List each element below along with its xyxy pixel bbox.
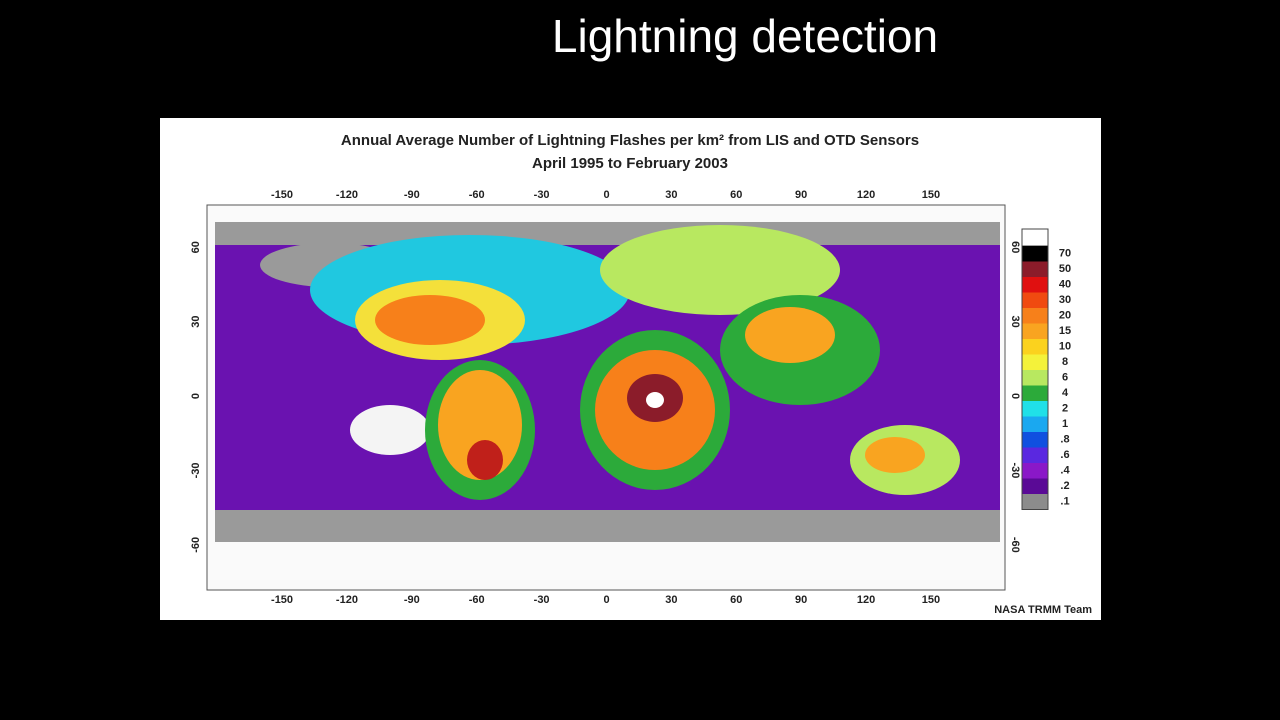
legend-swatch	[1022, 416, 1048, 432]
polar-area	[215, 548, 1000, 583]
lon-tick-label: 60	[730, 594, 742, 606]
legend-label: 30	[1059, 294, 1071, 306]
lat-tick-label: 0	[190, 393, 202, 399]
legend-label: .2	[1060, 480, 1069, 492]
legend-swatch	[1022, 354, 1048, 370]
lon-tick-label: -60	[469, 594, 485, 606]
lon-tick-label: -150	[271, 189, 293, 201]
region	[600, 225, 840, 315]
lat-tick-label: 30	[190, 315, 202, 327]
lon-tick-label: -30	[534, 594, 550, 606]
lon-tick-label: -150	[271, 594, 293, 606]
region	[375, 295, 485, 345]
lon-tick-label: -120	[336, 594, 358, 606]
legend-swatch	[1022, 246, 1048, 262]
region	[865, 437, 925, 473]
legend: 70 50 40 30 20 15 10 8 6 4 2 1 .8 .6 .4 .2 .1	[1021, 228, 1071, 510]
legend-label: 20	[1059, 310, 1071, 322]
lon-tick-label: 120	[857, 594, 875, 606]
lon-tick-label: -120	[336, 189, 358, 201]
legend-swatch	[1022, 478, 1048, 494]
legend-label: .1	[1060, 496, 1069, 508]
legend-swatch	[1022, 401, 1048, 417]
legend-label: 8	[1062, 356, 1068, 368]
legend-swatch	[1022, 261, 1048, 277]
lat-tick-label: 30	[1009, 315, 1021, 327]
lat-tick-label: -60	[1009, 537, 1021, 553]
lat-tick-label: -60	[190, 537, 202, 553]
lon-tick-label: 0	[603, 594, 609, 606]
lat-tick-label: 0	[1009, 393, 1021, 399]
region	[646, 392, 664, 408]
legend-label: 2	[1062, 403, 1068, 415]
lon-tick-label: -60	[469, 189, 485, 201]
ticks: -150 -120 -90 -60 -30 0 30 60 90 120 150 -150 -120 -9…	[190, 189, 1021, 606]
region	[745, 307, 835, 363]
legend-swatch	[1022, 370, 1048, 386]
legend-swatch	[1022, 494, 1048, 510]
legend-swatch	[1022, 277, 1048, 293]
legend-swatch	[1022, 463, 1048, 479]
lon-tick-label: 90	[795, 594, 807, 606]
legend-swatch	[1022, 432, 1048, 448]
lat-tick-label: -30	[190, 462, 202, 478]
region	[350, 405, 430, 455]
lat-tick-label: -30	[1009, 462, 1021, 478]
legend-label: .4	[1060, 465, 1070, 477]
legend-label: 1	[1062, 418, 1068, 430]
lon-tick-label: 30	[665, 189, 677, 201]
region	[467, 440, 503, 480]
lat-tick-label: 60	[1009, 241, 1021, 253]
legend-label: 70	[1059, 248, 1071, 260]
legend-swatch	[1022, 339, 1048, 355]
legend-swatch	[1022, 308, 1048, 324]
legend-label: .6	[1060, 449, 1069, 461]
lon-tick-label: 0	[603, 189, 609, 201]
legend-label: 6	[1062, 372, 1068, 384]
legend-swatch	[1022, 447, 1048, 463]
legend-label: .8	[1060, 434, 1069, 446]
legend-label: 40	[1059, 279, 1071, 291]
lon-tick-label: 120	[857, 189, 875, 201]
lon-tick-label: 30	[665, 594, 677, 606]
legend-swatch	[1022, 292, 1048, 308]
map-title: Annual Average Number of Lightning Flash…	[341, 132, 919, 149]
map-subtitle: April 1995 to February 2003	[532, 155, 728, 172]
lon-tick-label: 90	[795, 189, 807, 201]
legend-frame	[1021, 228, 1049, 510]
lon-tick-label: 60	[730, 189, 742, 201]
legend-swatch	[1022, 385, 1048, 401]
lon-tick-label: 150	[922, 594, 940, 606]
legend-label: 4	[1062, 387, 1069, 399]
legend-label: 10	[1059, 341, 1071, 353]
legend-label: 15	[1059, 325, 1071, 337]
slide-title: Lightning detection	[552, 10, 938, 62]
legend-label: 50	[1059, 263, 1071, 275]
lon-tick-label: -90	[404, 594, 420, 606]
lon-tick-label: -30	[534, 189, 550, 201]
lon-tick-label: -90	[404, 189, 420, 201]
lon-tick-label: 150	[922, 189, 940, 201]
credit: NASA TRMM Team	[994, 604, 1092, 616]
legend-swatch	[1021, 228, 1049, 247]
legend-swatch	[1022, 323, 1048, 339]
map-art	[206, 204, 1006, 591]
lat-tick-label: 60	[190, 241, 202, 253]
